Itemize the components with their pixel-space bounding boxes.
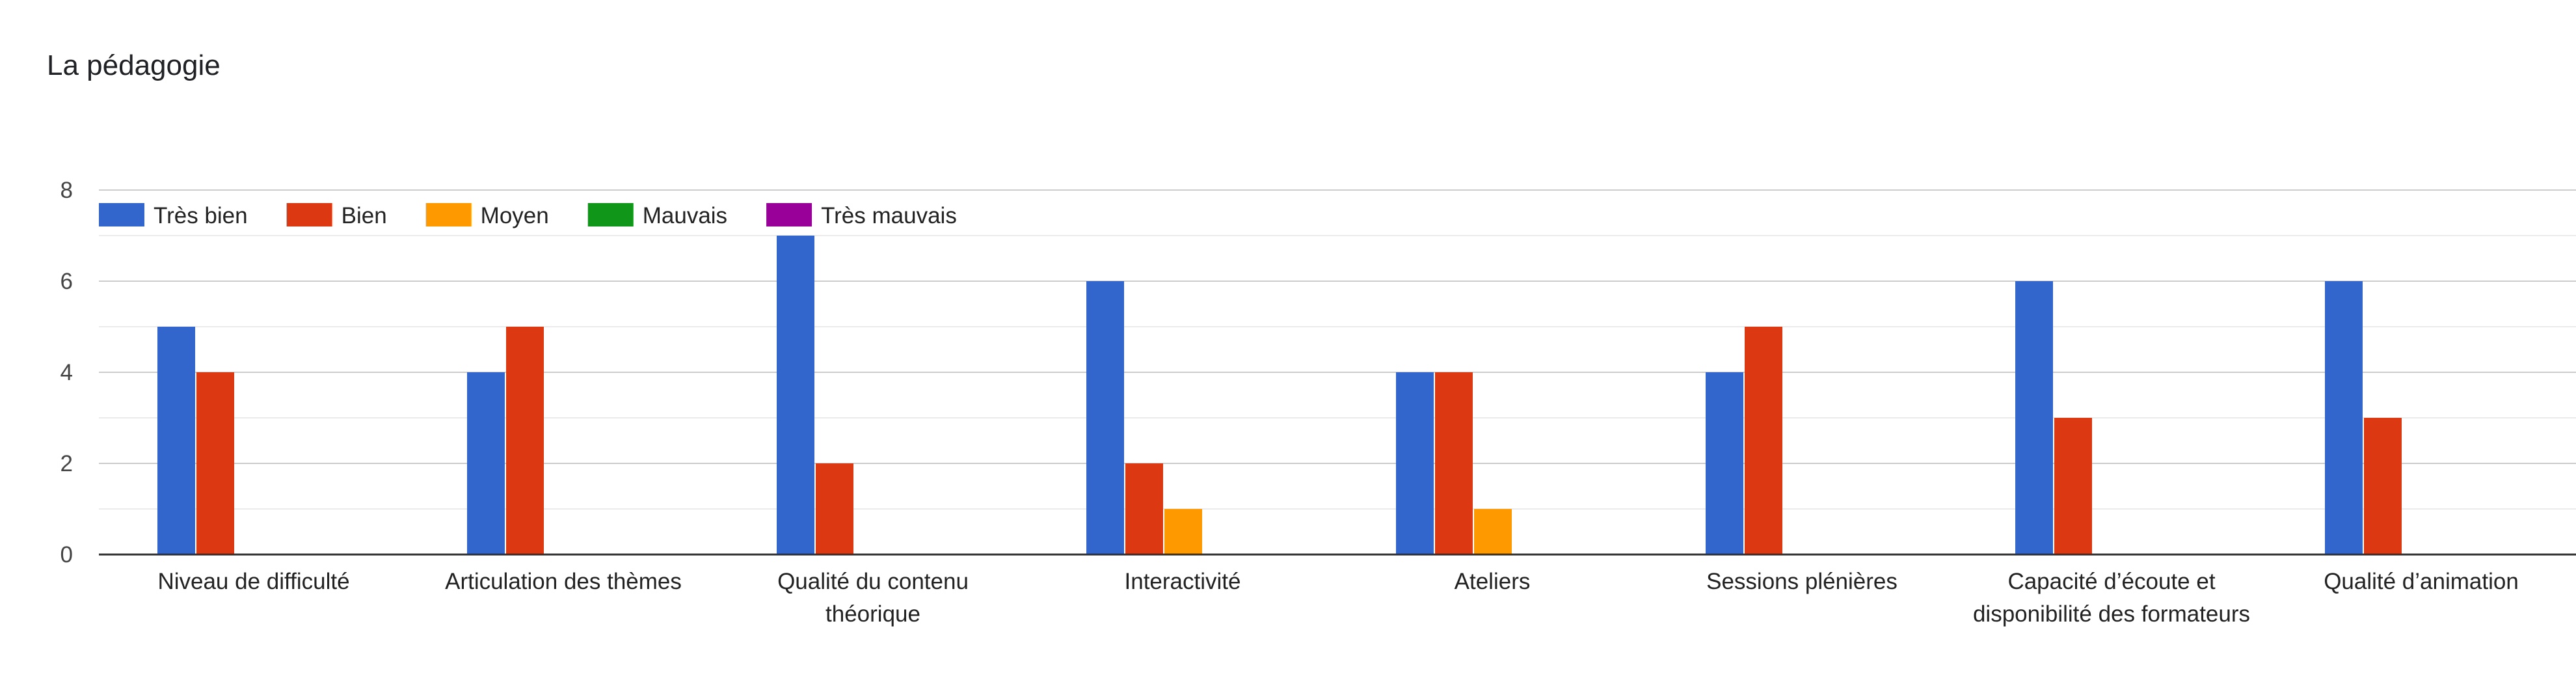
category-label: Capacité d’écoute et [2007, 569, 2215, 594]
bar [777, 236, 814, 555]
bar [2015, 281, 2053, 555]
legend-swatch [99, 203, 144, 226]
category-label: théorique [825, 601, 920, 627]
bar [1706, 372, 1743, 555]
y-tick-label: 6 [60, 269, 73, 294]
legend-label: Bien [342, 203, 387, 228]
bar [1396, 372, 1434, 555]
bar [2325, 281, 2363, 555]
bar [467, 372, 505, 555]
legend-swatch [425, 203, 472, 226]
y-tick-label: 8 [60, 178, 73, 203]
bar [506, 327, 544, 555]
category-label: Sessions plénières [1706, 569, 1898, 594]
bar [1125, 463, 1163, 555]
legend-label: Très mauvais [821, 203, 957, 228]
legend-label: Très bien [154, 203, 248, 228]
y-tick-label: 4 [60, 360, 73, 385]
bar [1086, 281, 1124, 555]
x-axis-labels: Niveau de difficulté Articulation des thè… [157, 569, 2518, 627]
y-tick-label: 2 [60, 451, 73, 476]
bar [1474, 509, 1512, 555]
category-label: Interactivité [1125, 569, 1241, 594]
bar [2054, 418, 2092, 555]
bar [1745, 327, 1782, 555]
legend-swatch [286, 203, 332, 226]
bars [157, 236, 2402, 555]
legend-label: Moyen [481, 203, 549, 228]
chart-title: La pédagogie [47, 49, 221, 81]
category-label: Qualité du contenu [777, 569, 969, 594]
bar [816, 463, 853, 555]
legend: Très bien Bien Moyen Mauvais Très mauvais [99, 203, 957, 228]
category-label: Niveau de difficulté [157, 569, 349, 594]
category-label: Ateliers [1455, 569, 1531, 594]
bar [157, 327, 195, 555]
bar [1164, 509, 1202, 555]
legend-swatch [766, 203, 812, 226]
legend-label: Mauvais [643, 203, 727, 228]
category-label: Qualité d’animation [2324, 569, 2519, 594]
y-axis-ticks: 0 2 4 6 8 [60, 178, 73, 568]
category-label: disponibilité des formateurs [1973, 601, 2250, 627]
bar [1435, 372, 1473, 555]
y-tick-label: 0 [60, 542, 73, 568]
category-label: Articulation des thèmes [445, 569, 682, 594]
legend-swatch [587, 203, 634, 226]
bar [196, 372, 234, 555]
bar [2364, 418, 2402, 555]
